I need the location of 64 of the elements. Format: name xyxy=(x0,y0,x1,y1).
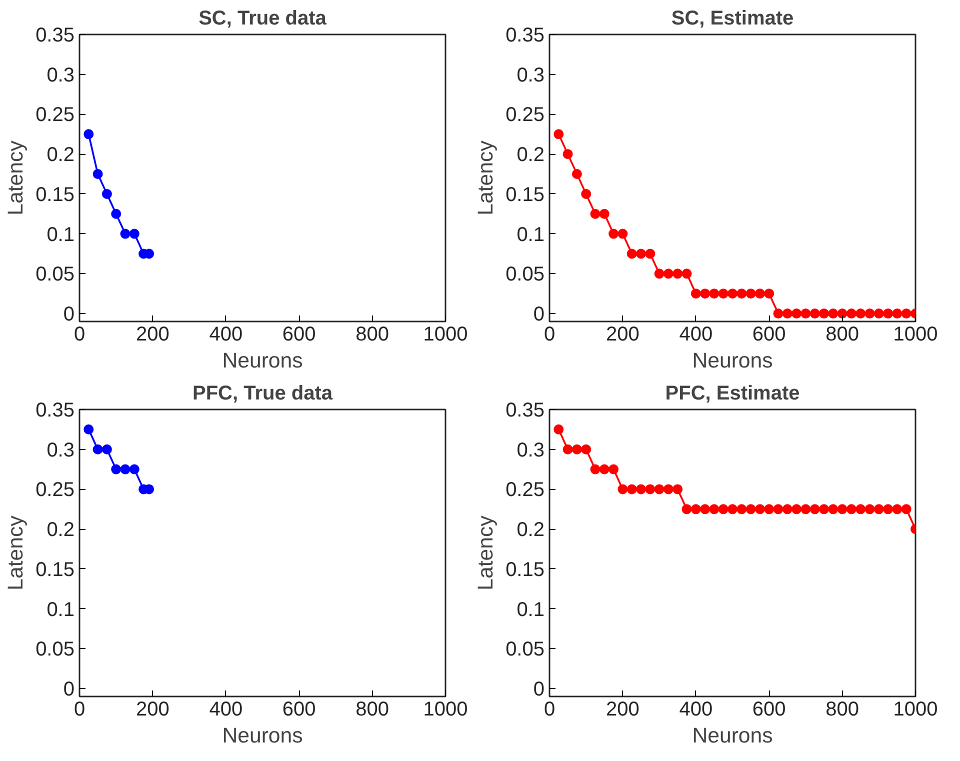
y-tick-label: 0.35 xyxy=(506,400,545,422)
x-tick-label: 1000 xyxy=(893,698,938,720)
x-tick-label: 200 xyxy=(136,324,170,346)
y-tick-label: 0.1 xyxy=(516,224,545,246)
y-tick-label: 0 xyxy=(533,304,544,326)
x-tick-label: 1000 xyxy=(423,698,468,720)
y-tick-label: 0.1 xyxy=(46,598,75,621)
x-tick-label: 200 xyxy=(606,698,640,720)
y-tick-label: 0.3 xyxy=(516,439,545,462)
y-tick-label: 0.15 xyxy=(506,184,545,206)
y-tick-label: 0.25 xyxy=(36,104,75,126)
y-tick-label: 0.2 xyxy=(46,144,75,166)
y-tick-label: 0.2 xyxy=(516,144,545,166)
x-tick-label: 1000 xyxy=(893,324,938,346)
x-axis-title: Neurons xyxy=(692,724,773,748)
x-tick-label: 600 xyxy=(282,324,316,346)
y-tick-label: 0.3 xyxy=(46,64,75,86)
y-tick-label: 0.3 xyxy=(516,64,545,86)
y-tick-label: 0.15 xyxy=(36,184,75,206)
y-tick-label: 0.35 xyxy=(506,24,545,46)
y-axis-title: Latency xyxy=(4,140,28,216)
x-axis-title: Neurons xyxy=(692,348,773,372)
chart-title: SC, True data xyxy=(198,8,328,30)
y-axis-title: Latency xyxy=(4,515,28,590)
x-tick-label: 400 xyxy=(679,698,713,720)
y-tick-label: 0.35 xyxy=(36,24,75,46)
y-tick-label: 0.05 xyxy=(36,638,75,661)
y-tick-label: 0.05 xyxy=(506,264,545,286)
x-tick-label: 800 xyxy=(356,324,389,346)
x-axis-title: Neurons xyxy=(222,724,303,748)
y-tick-label: 0 xyxy=(533,678,544,701)
y-tick-label: 0.35 xyxy=(36,400,75,422)
y-tick-label: 0.2 xyxy=(46,519,75,542)
x-tick-label: 400 xyxy=(209,324,243,346)
y-tick-label: 0 xyxy=(63,304,74,326)
y-tick-label: 0.2 xyxy=(516,519,545,542)
y-tick-label: 0.25 xyxy=(506,104,545,126)
y-tick-label: 0.3 xyxy=(46,439,75,462)
y-tick-label: 0 xyxy=(63,678,74,701)
y-tick-label: 0.05 xyxy=(506,638,545,661)
y-axis-title: Latency xyxy=(474,515,498,590)
chart-title: SC, Estimate xyxy=(671,8,794,30)
y-tick-label: 0.1 xyxy=(516,598,545,621)
y-axis-title: Latency xyxy=(474,140,498,216)
x-tick-label: 800 xyxy=(826,324,859,346)
x-tick-label: 400 xyxy=(679,324,713,346)
y-tick-label: 0.25 xyxy=(506,479,545,502)
y-tick-label: 0.05 xyxy=(36,264,75,286)
y-tick-label: 0.15 xyxy=(506,558,545,581)
x-axis-title: Neurons xyxy=(222,348,303,372)
x-tick-label: 800 xyxy=(356,698,389,720)
x-tick-label: 200 xyxy=(136,698,170,720)
x-tick-label: 200 xyxy=(606,324,640,346)
y-tick-label: 0.15 xyxy=(36,558,75,581)
chart-title: PFC, Estimate xyxy=(665,382,800,404)
x-tick-label: 600 xyxy=(752,698,786,720)
x-tick-label: 600 xyxy=(752,324,786,346)
x-tick-label: 800 xyxy=(826,698,859,720)
x-tick-label: 400 xyxy=(209,698,243,720)
x-tick-label: 600 xyxy=(282,698,316,720)
chart-title: PFC, True data xyxy=(192,382,334,404)
y-tick-label: 0.1 xyxy=(46,224,75,246)
x-tick-label: 1000 xyxy=(423,324,468,346)
y-tick-label: 0.25 xyxy=(36,479,75,502)
